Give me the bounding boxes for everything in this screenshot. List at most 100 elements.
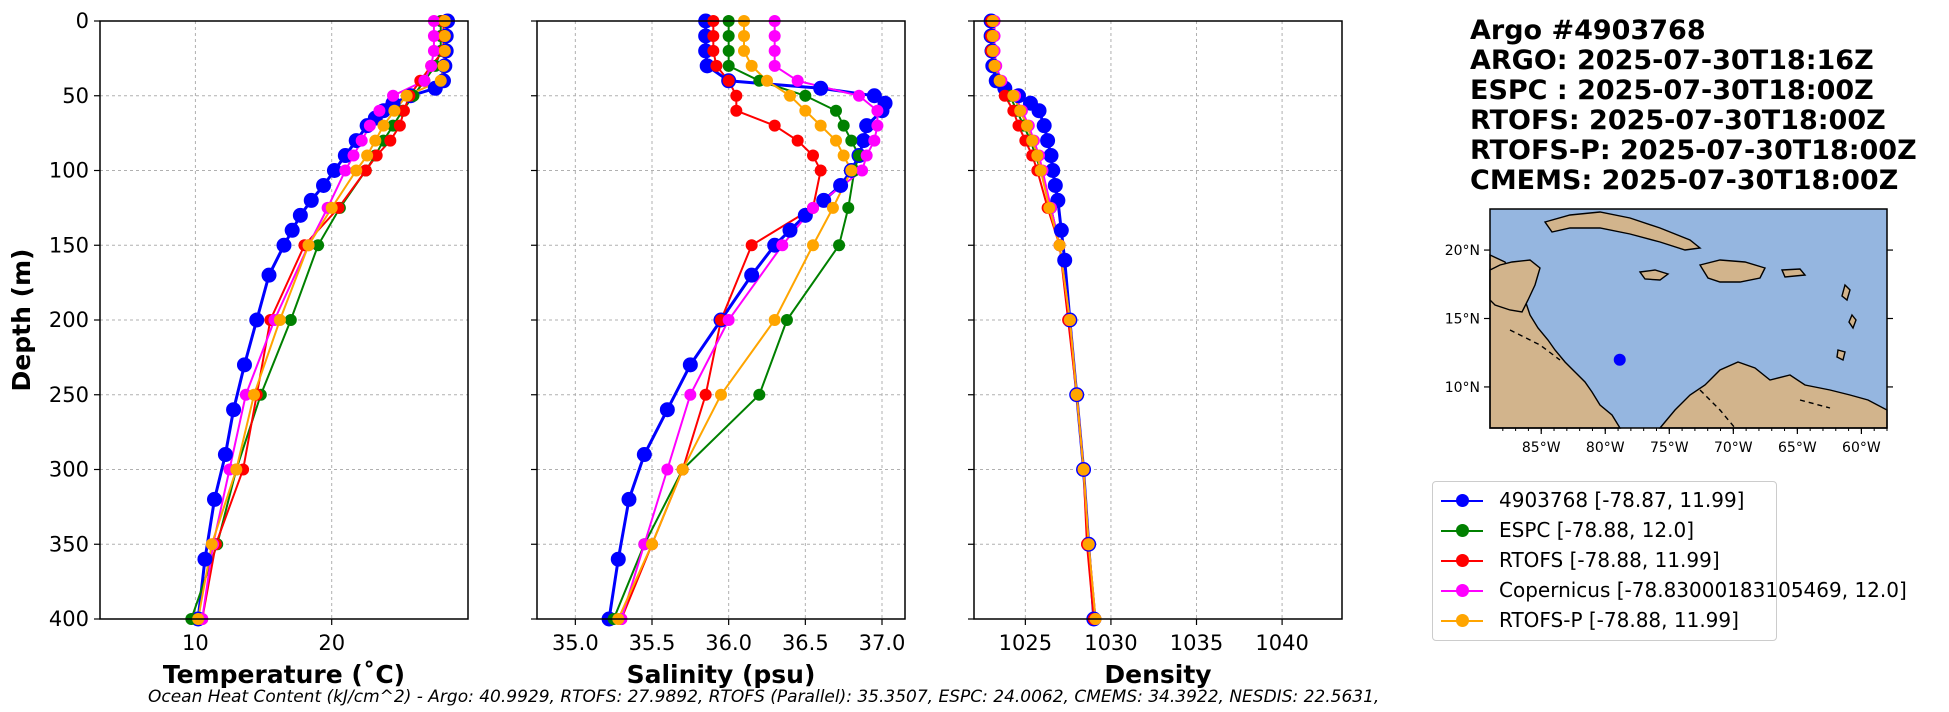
data-point [1047,177,1063,193]
data-point [745,239,758,252]
data-point [842,201,855,214]
data-point [837,119,850,132]
legend-marker [1456,584,1469,597]
data-point [722,314,735,326]
data-point [807,239,819,252]
data-point [845,134,858,147]
data-point [1031,149,1044,162]
data-point [676,463,689,476]
data-point [1007,89,1020,102]
data-point [730,104,743,117]
data-point [292,207,308,223]
rtofs-time: RTOFS: 2025-07-30T18:00Z [1470,105,1886,136]
data-point [284,314,297,326]
legend: 4903768 [-78.87, 11.99] ESPC [-78.88, 12… [1432,481,1907,641]
legend-entry: ESPC [-78.88, 12.0] [1433,516,1776,546]
data-point [993,74,1006,87]
legend-marker [1456,524,1469,537]
data-point [363,119,376,132]
data-point [860,149,873,162]
data-point [768,29,781,42]
data-point [438,44,451,57]
data-point [744,267,760,283]
map-lon-label: 65°W [1778,440,1817,456]
axes-frame [99,20,469,620]
data-point [1053,239,1066,252]
data-point [205,538,218,551]
data-point [791,134,804,147]
data-point [316,177,332,193]
data-point [799,104,812,117]
data-point [722,44,735,57]
data-point [826,201,839,214]
data-point [710,59,723,72]
legend-label: RTOFS-P [-78.88, 11.99] [1499,608,1739,632]
data-point [738,44,750,57]
data-point [868,134,881,147]
data-point [437,59,450,72]
data-point [438,29,451,42]
data-point [813,80,829,96]
y-tick-label: 200 [49,308,89,332]
x-axis-label: Density [1104,660,1211,689]
data-point [347,149,360,162]
map-lat-label: 15°N [1445,312,1480,328]
data-point [988,59,1001,72]
data-point [284,222,300,238]
data-point [830,104,842,117]
data-point [339,164,352,177]
axes-frame [973,20,1343,620]
x-tick-label: 20 [318,631,345,655]
y-tick-label: 250 [49,383,89,407]
data-point [1014,104,1027,117]
data-point [707,29,720,42]
data-point [1045,163,1061,178]
title-block: Argo #4903768 ARGO: 2025-07-30T18:16Z ES… [1470,16,1917,196]
data-point [1043,148,1059,164]
data-point [303,192,319,208]
data-point [248,388,261,401]
data-point [1053,222,1069,238]
y-tick-label: 150 [49,233,89,257]
axes-frame [536,20,906,620]
data-point [1077,463,1090,476]
data-point [730,89,743,102]
x-tick-label: 1025 [999,631,1052,655]
data-point [369,134,382,147]
data-point [355,134,368,147]
data-point [370,149,383,162]
data-point [610,551,626,567]
data-point [866,88,882,104]
y-tick-label: 100 [49,159,89,183]
x-tick-label: 1030 [1084,631,1137,655]
data-point [722,74,735,87]
data-point [636,447,652,463]
data-point [807,201,819,214]
data-point [816,192,832,208]
data-point [1063,314,1076,326]
legend-entry: 4903768 [-78.87, 11.99] [1433,486,1776,516]
data-point [1070,388,1083,401]
legend-label: 4903768 [-78.87, 11.99] [1499,488,1745,512]
panel-1: 10 20050100150200250300350400Temperature … [7,9,469,689]
data-point [1026,134,1039,147]
data-point [1043,201,1056,214]
map-lat-label: 20°N [1445,243,1480,259]
data-point [1012,119,1025,132]
legend-marker [1456,614,1469,627]
data-point [853,89,865,102]
data-point [434,74,447,87]
data-point [780,314,793,326]
data-point [871,104,884,117]
x-tick-label: 37.0 [859,631,906,655]
y-tick-label: 0 [76,9,89,33]
data-point [236,357,252,373]
data-point [261,267,277,283]
argo-time: ARGO: 2025-07-30T18:16Z [1470,45,1874,76]
map-lat-label: 10°N [1445,380,1480,396]
legend-entry: Copernicus [-78.83000183105469, 12.0] [1433,576,1907,606]
data-point [791,74,804,87]
data-point [325,201,338,214]
y-tick-label: 400 [49,607,89,631]
